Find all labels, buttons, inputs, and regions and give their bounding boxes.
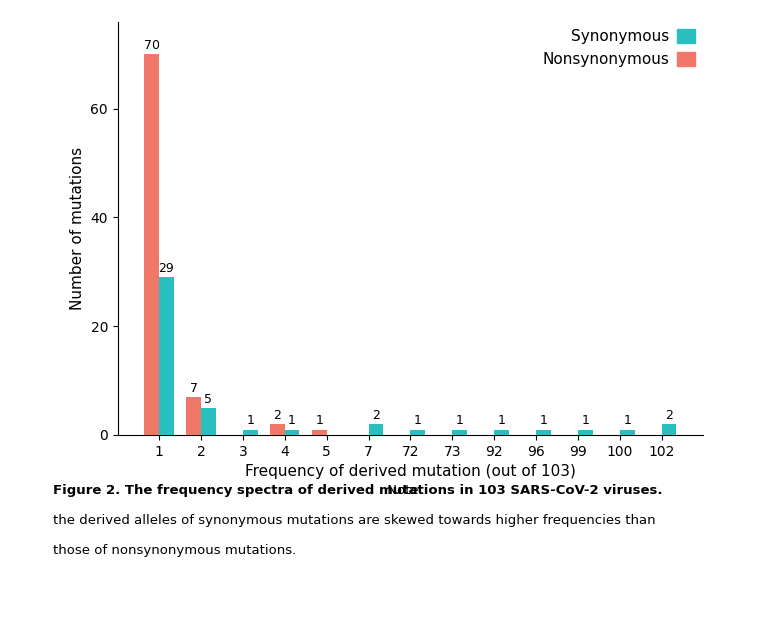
- Legend: Synonymous, Nonsynonymous: Synonymous, Nonsynonymous: [543, 29, 695, 67]
- Bar: [620, 429, 635, 435]
- Text: those of nonsynonymous mutations.: those of nonsynonymous mutations.: [53, 544, 296, 557]
- Bar: [144, 54, 159, 435]
- Text: Note: Note: [383, 484, 419, 497]
- Text: 2: 2: [372, 409, 380, 422]
- X-axis label: Frequency of derived mutation (out of 103): Frequency of derived mutation (out of 10…: [245, 464, 576, 479]
- Text: 1: 1: [315, 415, 323, 428]
- Text: 5: 5: [204, 392, 212, 405]
- Text: 29: 29: [159, 262, 174, 275]
- Bar: [285, 429, 299, 435]
- Bar: [243, 429, 258, 435]
- Text: 1: 1: [246, 415, 254, 428]
- Bar: [662, 424, 676, 435]
- Text: 1: 1: [456, 415, 464, 428]
- Bar: [494, 429, 509, 435]
- Bar: [369, 424, 383, 435]
- Text: 2: 2: [665, 409, 673, 422]
- Bar: [536, 429, 551, 435]
- Text: 1: 1: [413, 415, 422, 428]
- Text: 1: 1: [540, 415, 547, 428]
- Text: 1: 1: [288, 415, 296, 428]
- Bar: [201, 408, 216, 435]
- Text: 1: 1: [581, 415, 589, 428]
- Text: the derived alleles of synonymous mutations are skewed towards higher frequencie: the derived alleles of synonymous mutati…: [53, 514, 656, 527]
- Bar: [270, 424, 285, 435]
- Text: 7: 7: [190, 382, 198, 395]
- Bar: [312, 429, 327, 435]
- Text: 1: 1: [498, 415, 505, 428]
- Bar: [578, 429, 593, 435]
- Bar: [410, 429, 425, 435]
- Text: 1: 1: [623, 415, 631, 428]
- Bar: [159, 277, 174, 435]
- Bar: [452, 429, 467, 435]
- Text: Figure 2. The frequency spectra of derived mutations in 103 SARS-CoV-2 viruses.: Figure 2. The frequency spectra of deriv…: [53, 484, 663, 497]
- Bar: [186, 397, 201, 435]
- Y-axis label: Number of mutations: Number of mutations: [70, 147, 85, 310]
- Text: 70: 70: [144, 39, 160, 52]
- Text: 2: 2: [274, 409, 281, 422]
